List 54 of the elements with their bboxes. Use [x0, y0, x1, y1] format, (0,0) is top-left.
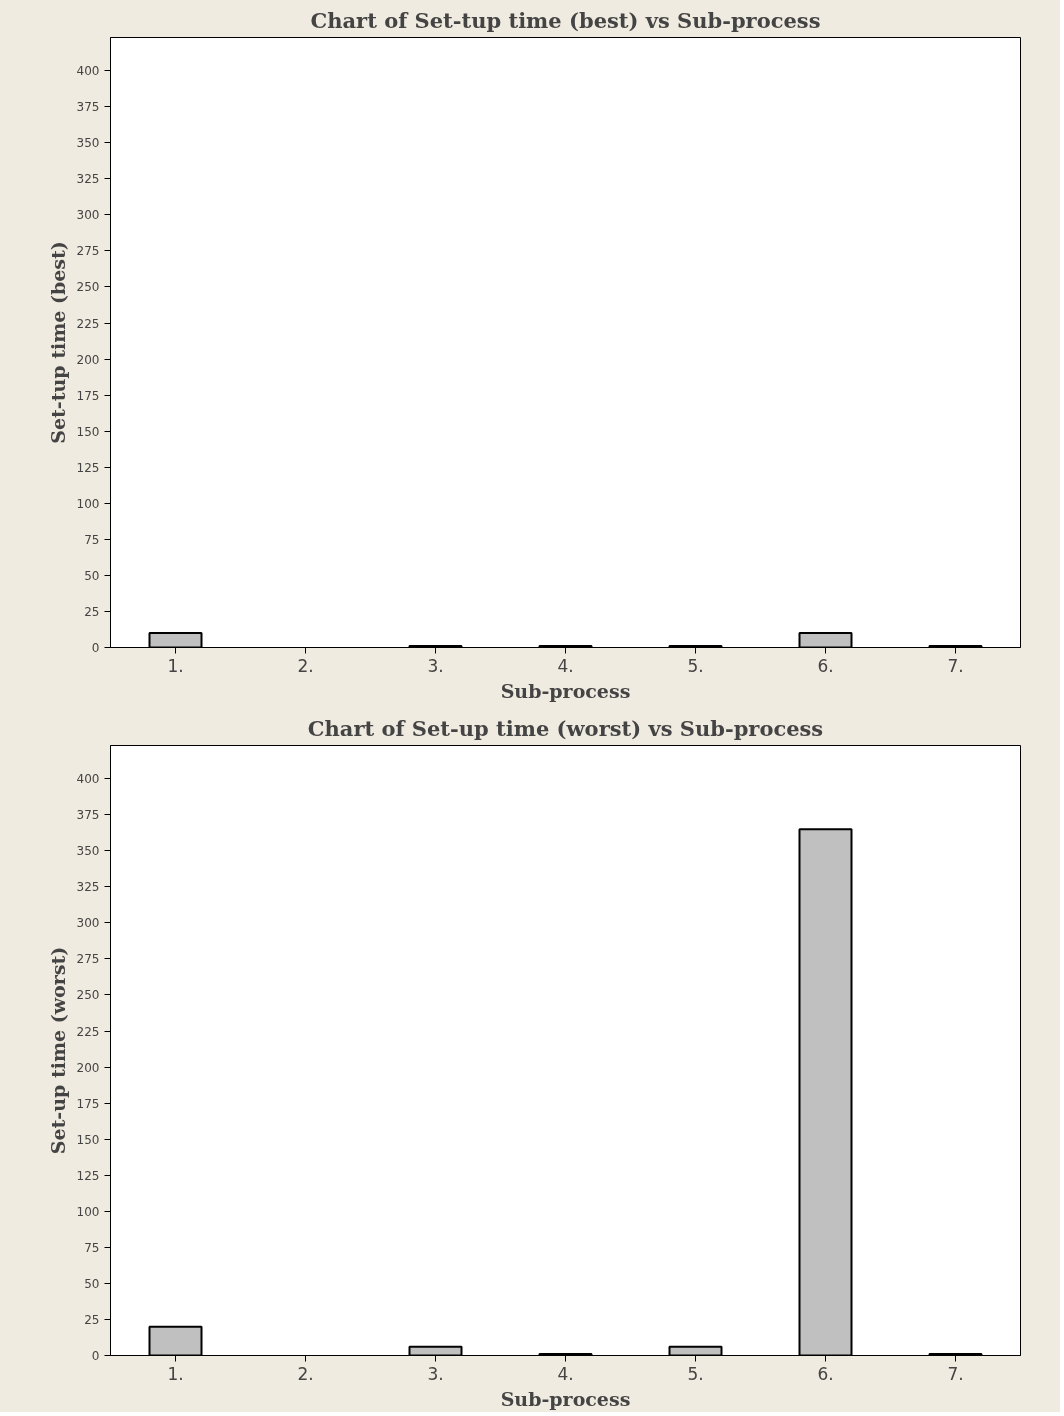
y-tick-label: 175: [76, 388, 100, 403]
y-tick-label: 325: [76, 172, 100, 187]
y-tick-label: 50: [84, 1276, 100, 1291]
y-tick-label: 225: [76, 1024, 100, 1039]
y-tick-label: 150: [76, 1132, 100, 1147]
y-tick-label: 125: [76, 460, 100, 475]
y-tick-label: 300: [76, 208, 100, 223]
x-tick-label: 4.: [557, 655, 574, 676]
x-tick-label: 6.: [817, 1363, 834, 1384]
chart-title: Chart of Set-up time (worst) vs Sub-process: [307, 715, 824, 741]
y-tick-label: 275: [76, 952, 100, 967]
y-tick-label: 325: [76, 880, 100, 895]
y-tick-label: 0: [91, 641, 100, 655]
y-tick-label: 175: [76, 1096, 100, 1111]
y-tick-label: 150: [76, 424, 100, 439]
y-tick-label: 100: [76, 1204, 100, 1219]
y-tick-label: 200: [76, 1060, 100, 1075]
x-tick-label: 3.: [427, 655, 444, 676]
y-axis-title: Set-up time (worst): [46, 946, 69, 1155]
x-tick-label: 1.: [167, 1363, 184, 1384]
x-tick-label: 3.: [427, 1363, 444, 1384]
y-tick-label: 400: [76, 64, 100, 79]
y-tick-label: 75: [84, 532, 100, 547]
x-tick-label: 5.: [687, 1363, 704, 1384]
y-tick-label: 250: [76, 988, 100, 1003]
y-tick-label: 400: [76, 772, 100, 787]
y-tick-label: 25: [84, 1312, 100, 1327]
y-tick-label: 100: [76, 496, 100, 511]
y-tick-label: 125: [76, 1168, 100, 1183]
y-tick-label: 275: [76, 244, 100, 259]
y-tick-label: 375: [76, 808, 100, 823]
x-tick-label: 7.: [947, 1363, 964, 1384]
x-tick-label: 1.: [167, 655, 184, 676]
y-tick-label: 200: [76, 352, 100, 367]
x-tick-label: 7.: [947, 655, 964, 676]
y-tick-label: 25: [84, 604, 100, 619]
x-tick-label: 4.: [557, 1363, 574, 1384]
y-tick-label: 0: [91, 1349, 100, 1363]
chart-title: Chart of Set-tup time (best) vs Sub-process: [310, 7, 821, 33]
y-tick-label: 350: [76, 844, 100, 859]
y-tick-label: 225: [76, 316, 100, 331]
x-tick-label: 2.: [297, 1363, 314, 1384]
x-axis-title: Sub-process: [500, 1387, 631, 1410]
x-axis-title: Sub-process: [500, 679, 631, 702]
y-tick-label: 50: [84, 568, 100, 583]
x-tick-label: 2.: [297, 655, 314, 676]
y-tick-label: 250: [76, 280, 100, 295]
x-tick-label: 6.: [817, 655, 834, 676]
y-tick-label: 350: [76, 136, 100, 151]
y-tick-label: 75: [84, 1240, 100, 1255]
y-axis-title: Set-tup time (best): [46, 241, 69, 444]
y-tick-label: 375: [76, 100, 100, 115]
y-tick-label: 300: [76, 916, 100, 931]
x-tick-label: 5.: [687, 655, 704, 676]
